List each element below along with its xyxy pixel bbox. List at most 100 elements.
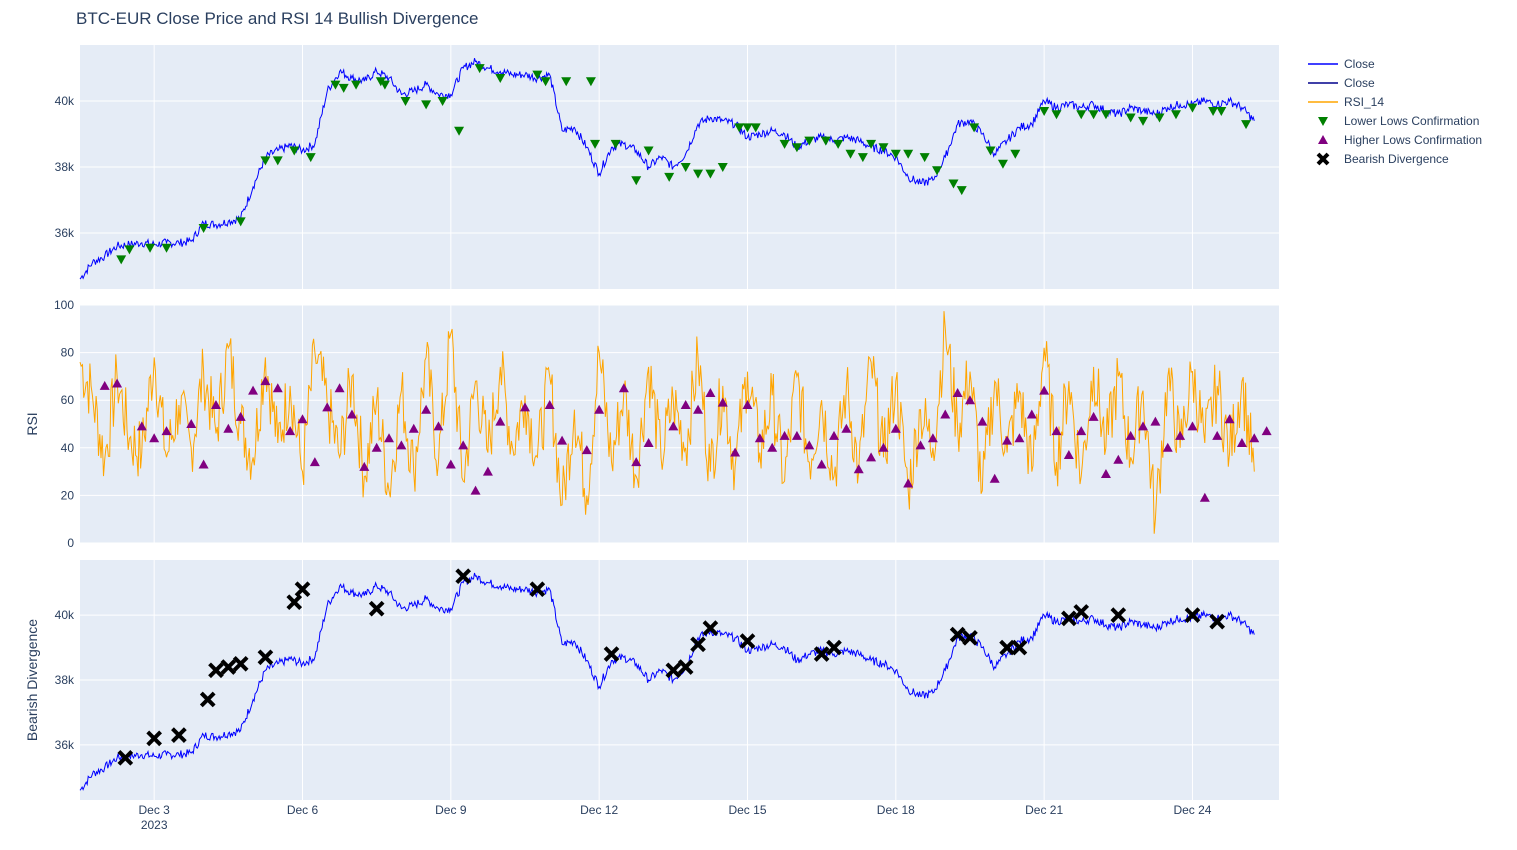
lower-low-marker bbox=[1216, 106, 1227, 116]
higher-low-marker bbox=[1175, 430, 1186, 440]
higher-low-marker bbox=[816, 459, 827, 469]
bearish-divergence-marker bbox=[208, 662, 224, 679]
lower-low-marker bbox=[750, 123, 761, 133]
higher-low-marker bbox=[1039, 385, 1050, 395]
higher-low-marker bbox=[309, 457, 320, 467]
higher-low-marker bbox=[668, 421, 679, 431]
lower-low-marker bbox=[878, 143, 889, 153]
lower-low-marker bbox=[903, 149, 914, 159]
higher-low-marker bbox=[705, 388, 716, 398]
lower-low-marker bbox=[1241, 120, 1252, 130]
lower-low-marker bbox=[948, 179, 959, 189]
legend-label: Close bbox=[1344, 76, 1375, 90]
higher-low-marker bbox=[791, 430, 802, 440]
x-tick-label: Dec 24 bbox=[1173, 803, 1211, 817]
lower-lows-markers bbox=[116, 64, 1252, 265]
higher-low-marker bbox=[519, 402, 530, 412]
bearish-divergence-marker bbox=[1073, 604, 1090, 620]
legend-item: Higher Lows Confirmation bbox=[1318, 133, 1482, 147]
legend-label: Close bbox=[1344, 57, 1375, 71]
higher-low-marker bbox=[210, 399, 221, 409]
higher-low-marker bbox=[248, 385, 259, 395]
higher-low-marker bbox=[223, 423, 234, 433]
bearish-divergence-markers bbox=[117, 568, 1226, 766]
higher-low-marker bbox=[631, 457, 642, 467]
higher-low-marker bbox=[594, 404, 605, 414]
higher-low-marker bbox=[161, 426, 172, 436]
y-tick-label: 40k bbox=[55, 94, 75, 108]
higher-low-marker bbox=[482, 466, 493, 476]
lower-low-marker bbox=[289, 146, 300, 156]
y-tick-label: 0 bbox=[67, 536, 74, 550]
legend-label: Higher Lows Confirmation bbox=[1344, 133, 1482, 147]
bearish-divergence-marker bbox=[690, 636, 706, 653]
legend-label: RSI_14 bbox=[1344, 95, 1384, 109]
lower-low-marker bbox=[272, 156, 283, 166]
legend-item: Bearish Divergence bbox=[1316, 152, 1449, 166]
bearish-divergence-marker bbox=[146, 730, 162, 747]
bearish-divergence-marker bbox=[1209, 613, 1226, 630]
higher-low-marker bbox=[927, 433, 938, 443]
y-tick-label: 80 bbox=[61, 346, 75, 360]
higher-low-marker bbox=[396, 440, 407, 450]
lower-low-marker bbox=[161, 243, 172, 253]
higher-low-marker bbox=[1212, 430, 1223, 440]
y-tick-label: 20 bbox=[61, 488, 75, 502]
lower-low-marker bbox=[400, 97, 411, 107]
higher-low-marker bbox=[1076, 426, 1087, 436]
higher-low-marker bbox=[767, 442, 778, 452]
bearish-divergence-marker bbox=[199, 691, 216, 708]
bearish-divergence-marker bbox=[294, 581, 311, 598]
higher-low-marker bbox=[841, 423, 852, 433]
x-tick-label: Dec 3 bbox=[138, 803, 170, 817]
higher-low-marker bbox=[903, 478, 914, 488]
higher-low-marker bbox=[1199, 492, 1210, 502]
lower-low-marker bbox=[631, 176, 642, 186]
legend-item: RSI_14 bbox=[1308, 95, 1384, 109]
y-tick-label: 36k bbox=[55, 738, 75, 752]
lower-low-marker bbox=[1187, 103, 1198, 113]
higher-low-marker bbox=[1150, 416, 1161, 426]
y-axis-label: RSI bbox=[24, 412, 40, 435]
triangle-down-icon bbox=[1318, 117, 1328, 126]
bearish-divergence-marker bbox=[117, 750, 134, 766]
lower-low-marker bbox=[890, 149, 901, 159]
higher-low-marker bbox=[272, 383, 283, 393]
higher-low-marker bbox=[1187, 421, 1198, 431]
bearish-divergence-marker bbox=[949, 626, 966, 643]
lower-low-marker bbox=[474, 64, 485, 74]
lower-low-marker bbox=[540, 77, 551, 87]
x-tick-label: Dec 6 bbox=[287, 803, 319, 817]
higher-low-marker bbox=[470, 485, 481, 495]
x-tick-label: Dec 9 bbox=[435, 803, 467, 817]
higher-low-marker bbox=[730, 447, 741, 457]
lower-low-marker bbox=[717, 163, 728, 172]
higher-low-marker bbox=[680, 399, 691, 409]
higher-low-marker bbox=[643, 438, 654, 448]
lower-low-marker bbox=[985, 146, 996, 156]
lower-low-marker bbox=[1076, 110, 1087, 120]
higher-low-marker bbox=[1224, 414, 1235, 424]
higher-low-marker bbox=[717, 397, 728, 407]
lower-low-marker bbox=[1010, 149, 1021, 159]
lower-low-marker bbox=[779, 139, 790, 149]
lower-low-marker bbox=[866, 139, 877, 149]
lower-low-marker bbox=[969, 123, 980, 133]
higher-low-marker bbox=[866, 452, 877, 462]
lower-low-marker bbox=[1138, 116, 1149, 126]
lower-low-marker bbox=[1100, 110, 1111, 120]
higher-low-marker bbox=[544, 399, 555, 409]
bearish-divergence-marker bbox=[455, 568, 472, 585]
lower-low-marker bbox=[664, 172, 675, 182]
bearish-divergence-marker bbox=[257, 649, 274, 666]
y-tick-label: 100 bbox=[54, 298, 74, 312]
y-tick-label: 60 bbox=[61, 393, 75, 407]
higher-low-marker bbox=[433, 421, 444, 431]
y-axis-label: Bearish Divergence bbox=[24, 619, 40, 741]
bearish-divergence-marker bbox=[677, 659, 694, 675]
higher-low-marker bbox=[285, 426, 296, 436]
higher-low-marker bbox=[581, 445, 592, 455]
higher-low-marker bbox=[149, 433, 160, 443]
bearish-divergence-marker bbox=[813, 646, 830, 662]
